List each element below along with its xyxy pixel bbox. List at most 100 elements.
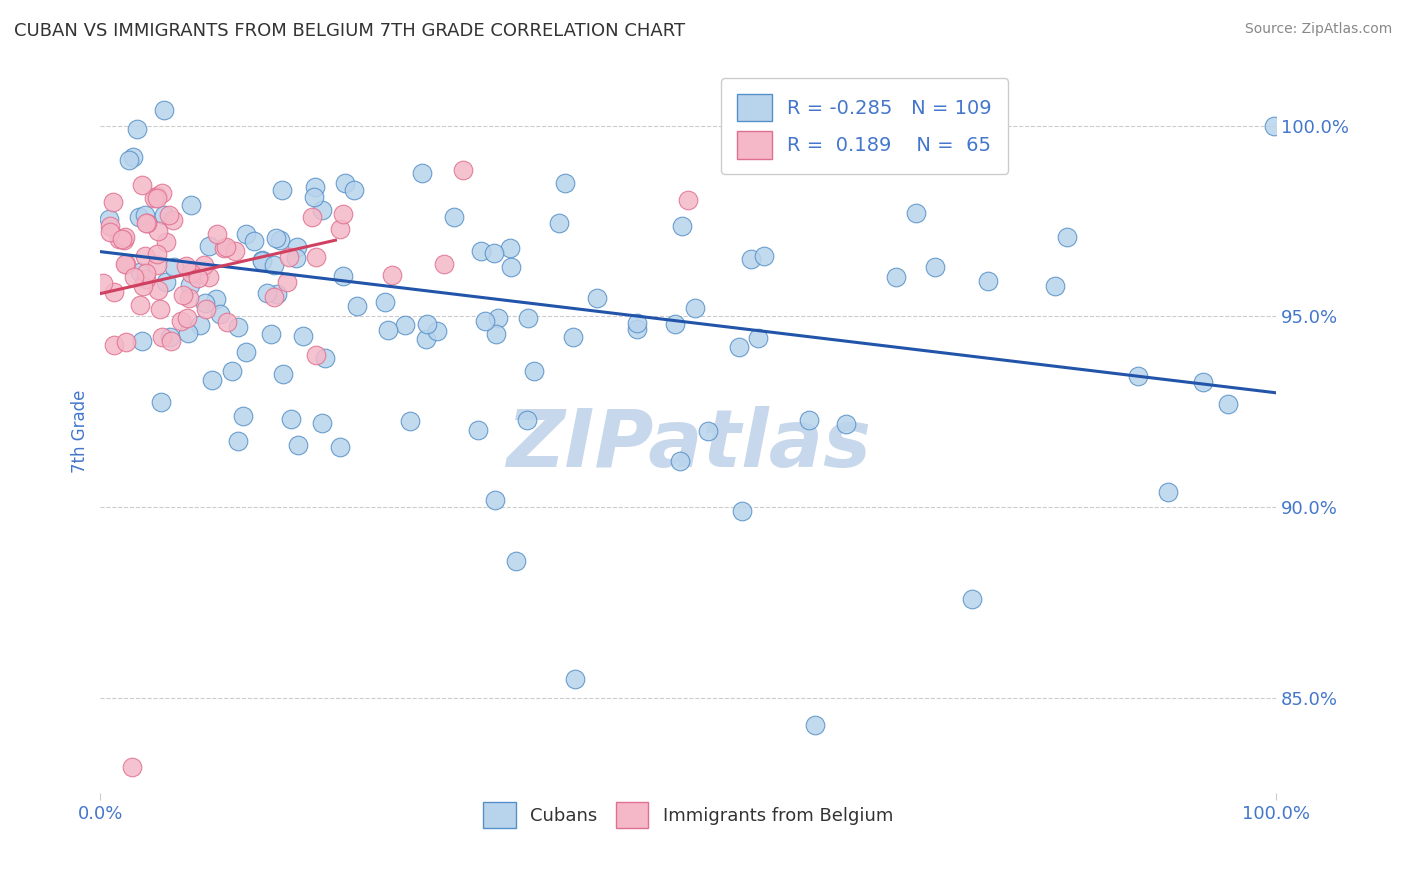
Point <box>188 267 211 281</box>
Point <box>329 440 352 454</box>
Point <box>146 247 169 261</box>
Point <box>103 285 125 300</box>
Point <box>197 239 219 253</box>
Point <box>131 278 153 293</box>
Point <box>135 216 157 230</box>
Point <box>976 274 998 288</box>
Point <box>260 327 283 342</box>
Point <box>516 413 538 427</box>
Point <box>135 271 157 285</box>
Point <box>415 332 437 346</box>
Point <box>224 244 246 258</box>
Point <box>170 314 193 328</box>
Point <box>1157 484 1180 499</box>
Point <box>962 592 984 607</box>
Point <box>747 331 769 345</box>
Point <box>676 193 699 207</box>
Point <box>329 221 352 235</box>
Point <box>803 717 825 731</box>
Point <box>124 269 146 284</box>
Point <box>131 334 153 349</box>
Point <box>212 241 235 255</box>
Point <box>517 311 540 326</box>
Point <box>128 210 150 224</box>
Point <box>304 180 326 194</box>
Point <box>394 318 416 332</box>
Point <box>671 219 693 233</box>
Point <box>905 206 928 220</box>
Point <box>482 246 505 260</box>
Point <box>252 253 274 268</box>
Point <box>157 208 180 222</box>
Point <box>626 316 648 330</box>
Point <box>152 103 174 117</box>
Point <box>285 240 308 254</box>
Point <box>98 219 121 233</box>
Point <box>143 190 166 204</box>
Point <box>433 257 456 271</box>
Point <box>301 211 323 225</box>
Point <box>277 250 299 264</box>
Point <box>115 334 138 349</box>
Point <box>311 202 333 217</box>
Point <box>696 424 718 438</box>
Point <box>150 330 173 344</box>
Point <box>152 186 174 200</box>
Point <box>159 330 181 344</box>
Point <box>284 251 307 265</box>
Point <box>146 258 169 272</box>
Point <box>416 317 439 331</box>
Point <box>752 249 775 263</box>
Point <box>177 291 200 305</box>
Point <box>727 340 749 354</box>
Point <box>554 176 576 190</box>
Point <box>485 327 508 342</box>
Point <box>103 338 125 352</box>
Point <box>135 266 157 280</box>
Point <box>98 225 121 239</box>
Point <box>135 216 157 230</box>
Point <box>381 268 404 282</box>
Point <box>271 183 294 197</box>
Point <box>443 210 465 224</box>
Point <box>128 265 150 279</box>
Point <box>129 298 152 312</box>
Point <box>626 322 648 336</box>
Point <box>1056 230 1078 244</box>
Point <box>332 207 354 221</box>
Point <box>1126 369 1149 384</box>
Point <box>214 240 236 254</box>
Point <box>333 176 356 190</box>
Point <box>208 307 231 321</box>
Point <box>176 311 198 326</box>
Point <box>103 194 125 209</box>
Point <box>731 504 754 518</box>
Point <box>146 224 169 238</box>
Point <box>287 438 309 452</box>
Point <box>304 250 326 264</box>
Point <box>149 301 172 316</box>
Point <box>155 235 177 249</box>
Point <box>205 292 228 306</box>
Point <box>835 417 858 431</box>
Point <box>314 351 336 366</box>
Point <box>228 434 250 449</box>
Point <box>180 266 202 280</box>
Point <box>564 672 586 686</box>
Point <box>146 190 169 204</box>
Point <box>195 301 218 316</box>
Point <box>1191 375 1213 389</box>
Point <box>523 363 546 377</box>
Point <box>193 258 215 272</box>
Point <box>121 759 143 773</box>
Point <box>799 413 821 427</box>
Point <box>201 373 224 387</box>
Point <box>505 554 527 568</box>
Point <box>134 249 156 263</box>
Point <box>499 241 522 255</box>
Point <box>302 190 325 204</box>
Point <box>547 216 569 230</box>
Point <box>174 260 197 274</box>
Point <box>93 276 115 290</box>
Point <box>664 318 686 332</box>
